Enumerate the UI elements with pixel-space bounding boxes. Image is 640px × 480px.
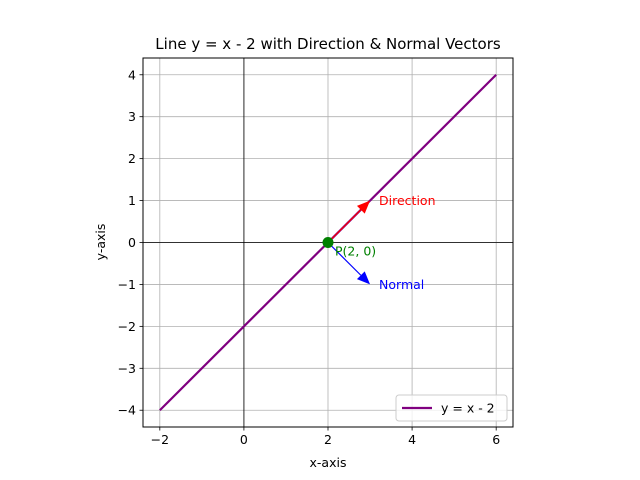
y-tick-label: 0 <box>128 235 136 250</box>
vector-label: Direction <box>379 193 435 208</box>
vector-layer: Direction Normal <box>327 193 436 292</box>
chart-title: Line y = x - 2 with Direction & Normal V… <box>155 35 501 53</box>
vector-label: Normal <box>379 277 424 292</box>
x-tick-label: 6 <box>492 432 500 447</box>
x-tick-label: 4 <box>408 432 416 447</box>
y-tick-label: −4 <box>118 403 136 418</box>
y-tick-label: −1 <box>118 277 136 292</box>
y-axis-label: y-axis <box>93 224 108 261</box>
vector-arrowhead <box>356 271 371 285</box>
x-tick-label: −2 <box>151 432 169 447</box>
y-tick-label: 1 <box>128 193 136 208</box>
point-label: P(2, 0) <box>335 244 376 259</box>
y-tick-label: 3 <box>128 109 136 124</box>
legend[interactable]: y = x - 2 <box>395 394 508 422</box>
y-tick-label: −3 <box>118 361 136 376</box>
vector-shaft <box>327 209 362 243</box>
vector-arrowhead <box>356 200 371 214</box>
x-axis-label: x-axis <box>310 455 347 470</box>
legend-box <box>395 394 508 422</box>
vector-shaft <box>327 242 362 276</box>
point-layer: P(2, 0) <box>322 237 376 259</box>
x-tick-label: 2 <box>324 432 332 447</box>
y-tick-label: 2 <box>128 151 136 166</box>
legend-label: y = x - 2 <box>441 401 495 416</box>
y-tick-label: −2 <box>118 319 136 334</box>
ticks: −2 0 2 4 6 −4 −3 −2 −1 0 1 2 3 4 <box>118 67 501 447</box>
point-marker <box>322 237 334 248</box>
x-tick-label: 0 <box>240 432 248 447</box>
y-tick-label: 4 <box>128 67 136 82</box>
